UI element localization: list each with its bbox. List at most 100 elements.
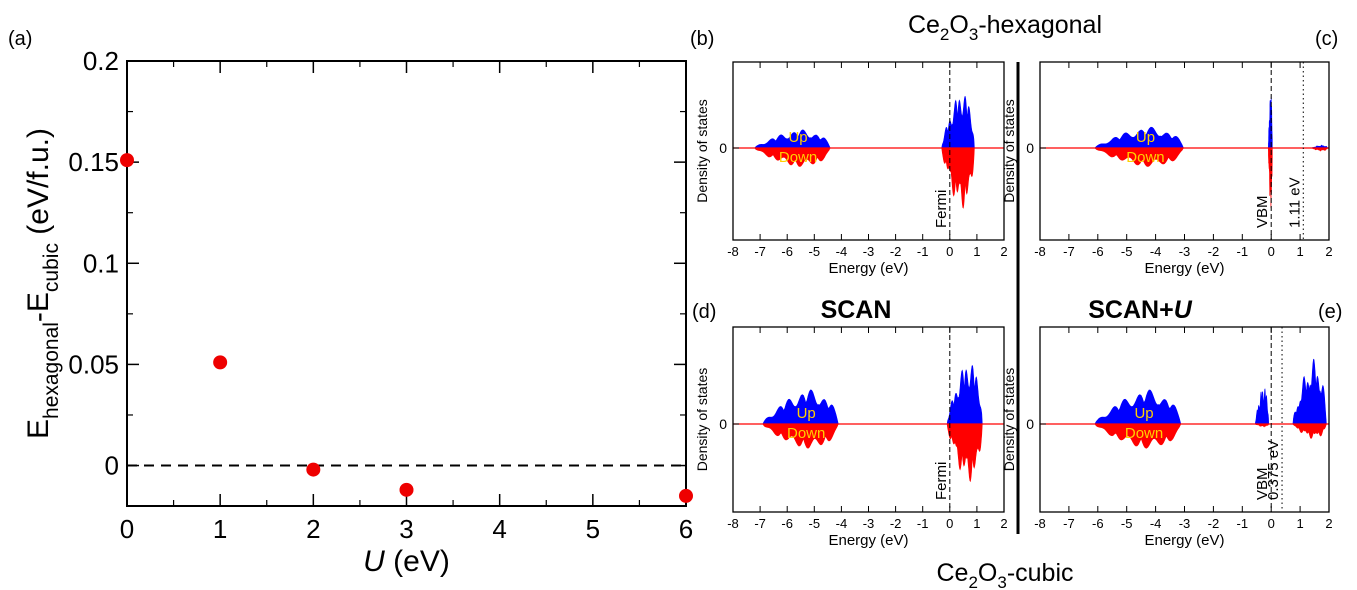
x-tick-label-c: 2 bbox=[1325, 244, 1332, 259]
dos-down-fill-e bbox=[1094, 423, 1188, 449]
y-tick-label-d: 0 bbox=[719, 416, 727, 432]
x-tick-label-c: -8 bbox=[1034, 244, 1046, 259]
x-tick-label-c: -6 bbox=[1092, 244, 1104, 259]
x-tick-label-b: -7 bbox=[754, 244, 766, 259]
y-axis-label-e: Density of states bbox=[1001, 368, 1017, 472]
x-tick-label-e: -3 bbox=[1179, 516, 1191, 531]
x-tick-label-b: 1 bbox=[973, 244, 980, 259]
y-tick-label-c: 0 bbox=[1026, 140, 1034, 156]
marker-label-b: Fermi bbox=[933, 190, 950, 228]
x-tick-label-a: 4 bbox=[492, 514, 506, 544]
y-tick-label-b: 0 bbox=[719, 140, 727, 156]
x-tick-label-a: 1 bbox=[213, 514, 227, 544]
bottom-title: Ce2O3-cubic bbox=[936, 559, 1073, 590]
dos-up-fill-e bbox=[1254, 388, 1270, 425]
panel-label-b: (b) bbox=[690, 28, 714, 50]
y-tick-label-a: 0.1 bbox=[83, 248, 119, 278]
x-tick-label-c: -4 bbox=[1150, 244, 1162, 259]
x-axis-label-d: Energy (eV) bbox=[828, 532, 908, 549]
marker-label-c: 1.11 eV bbox=[1286, 177, 1303, 228]
dos-up-fill-d bbox=[762, 389, 845, 425]
data-point-a bbox=[306, 462, 321, 477]
data-point-a bbox=[120, 153, 134, 168]
x-tick-label-b: -2 bbox=[890, 244, 902, 259]
down-label-b: Down bbox=[779, 149, 817, 166]
data-point-a bbox=[399, 482, 414, 497]
x-tick-label-c: -1 bbox=[1237, 244, 1249, 259]
dos-up-fill-c bbox=[1267, 96, 1273, 149]
x-tick-label-d: -6 bbox=[781, 516, 793, 531]
top-title: Ce2O3-hexagonal bbox=[908, 11, 1102, 44]
panel-a-scatter: (a) 0 1 2 3 4 5 6 0 0.05 0.1 0.15 0.2 U (eV) Ehexagona… bbox=[8, 28, 693, 578]
column-title-scan-u: SCAN+U bbox=[1088, 296, 1192, 324]
y-tick-label-a: 0.15 bbox=[68, 147, 119, 177]
panel-label-e: (e) bbox=[1318, 301, 1342, 323]
y-tick-label-a: 0.2 bbox=[83, 46, 119, 76]
y-axis-label-b: Density of states bbox=[694, 99, 710, 203]
x-tick-label-b: -6 bbox=[781, 244, 793, 259]
x-tick-label-d: -8 bbox=[727, 516, 739, 531]
panel-c-dos: (c) VBM 1.11 eV Up Down -8 -7 -6 -5 -4 -3 -2 -1 0 1 2 0 E… bbox=[1001, 28, 1338, 277]
x-tick-label-e: 0 bbox=[1268, 516, 1275, 531]
x-tick-label-b: -1 bbox=[917, 244, 929, 259]
x-tick-label-e: 2 bbox=[1325, 516, 1332, 531]
x-tick-label-b: 0 bbox=[946, 244, 953, 259]
dos-up-fill-d bbox=[946, 365, 985, 425]
y-axis-label-d: Density of states bbox=[694, 368, 710, 472]
x-tick-label-d: 0 bbox=[946, 516, 953, 531]
x-tick-label-e: -8 bbox=[1034, 516, 1046, 531]
x-tick-label-c: -7 bbox=[1063, 244, 1075, 259]
down-label-d: Down bbox=[787, 425, 825, 442]
marker-label-d: Fermi bbox=[933, 462, 950, 500]
x-axis-label-b: Energy (eV) bbox=[828, 260, 908, 277]
x-tick-label-b: -5 bbox=[809, 244, 821, 259]
x-tick-label-d: 1 bbox=[973, 516, 980, 531]
x-tick-label-d: -7 bbox=[754, 516, 766, 531]
dos-down-fill-c bbox=[1094, 147, 1191, 167]
panel-b-dos: (b) Fermi Up Down -8 -7 -6 -5 -4 -3 -2 -1 0 1 2 0 Energy… bbox=[690, 28, 1008, 277]
panel-d-dos: (d) Fermi Up Down -8 -7 -6 -5 -4 -3 -2 -1 0 1 2 0 Energy… bbox=[692, 301, 1008, 549]
dos-up-fill-e bbox=[1292, 358, 1329, 425]
x-tick-label-e: -5 bbox=[1121, 516, 1133, 531]
dos-down-fill-b bbox=[941, 147, 977, 209]
x-tick-label-d: -2 bbox=[890, 516, 902, 531]
y-tick-label-a: 0 bbox=[105, 451, 119, 481]
dos-down-fill-d bbox=[946, 423, 985, 483]
x-tick-label-d: 2 bbox=[1000, 516, 1007, 531]
dos-up-fill-b bbox=[941, 96, 977, 149]
x-tick-label-a: 5 bbox=[586, 514, 600, 544]
marker-label-e: VBM bbox=[1254, 467, 1271, 500]
x-tick-label-c: 0 bbox=[1268, 244, 1275, 259]
x-tick-label-a: 6 bbox=[679, 514, 693, 544]
dos-down-fill-e bbox=[1254, 423, 1270, 428]
dos-up-fill-c bbox=[1094, 126, 1191, 149]
dos-down-fill-c bbox=[1310, 147, 1329, 152]
x-tick-label-e: 1 bbox=[1296, 516, 1303, 531]
panel-label-c: (c) bbox=[1315, 28, 1338, 50]
dos-up-fill-c bbox=[1310, 144, 1329, 149]
down-label-e: Down bbox=[1125, 425, 1163, 442]
up-label-c: Up bbox=[1136, 129, 1155, 146]
x-tick-label-d: -5 bbox=[809, 516, 821, 531]
dos-up-fill-e bbox=[1094, 389, 1188, 425]
dos-down-fill-e bbox=[1292, 423, 1329, 439]
up-label-b: Up bbox=[788, 129, 807, 146]
x-tick-label-d: -4 bbox=[836, 516, 848, 531]
y-axis-label-a: Ehexagonal-Ecubic (eV/f.u.) bbox=[22, 128, 63, 439]
x-tick-label-b: -8 bbox=[727, 244, 739, 259]
x-tick-label-e: -2 bbox=[1208, 516, 1220, 531]
x-tick-label-d: -3 bbox=[863, 516, 875, 531]
panel-label-d: (d) bbox=[692, 301, 716, 323]
dos-down-fill-d bbox=[762, 423, 845, 449]
panel-label-a: (a) bbox=[8, 28, 32, 50]
x-tick-label-b: -4 bbox=[836, 244, 848, 259]
up-label-e: Up bbox=[1134, 405, 1153, 422]
column-title-scan: SCAN bbox=[821, 296, 892, 324]
x-tick-label-c: 1 bbox=[1296, 244, 1303, 259]
x-tick-label-a: 3 bbox=[399, 514, 413, 544]
dos-down-fill-b bbox=[754, 147, 836, 167]
x-tick-label-a: 0 bbox=[120, 514, 134, 544]
x-axis-label-a: U (eV) bbox=[363, 545, 450, 578]
x-axis-label-c: Energy (eV) bbox=[1144, 260, 1224, 277]
